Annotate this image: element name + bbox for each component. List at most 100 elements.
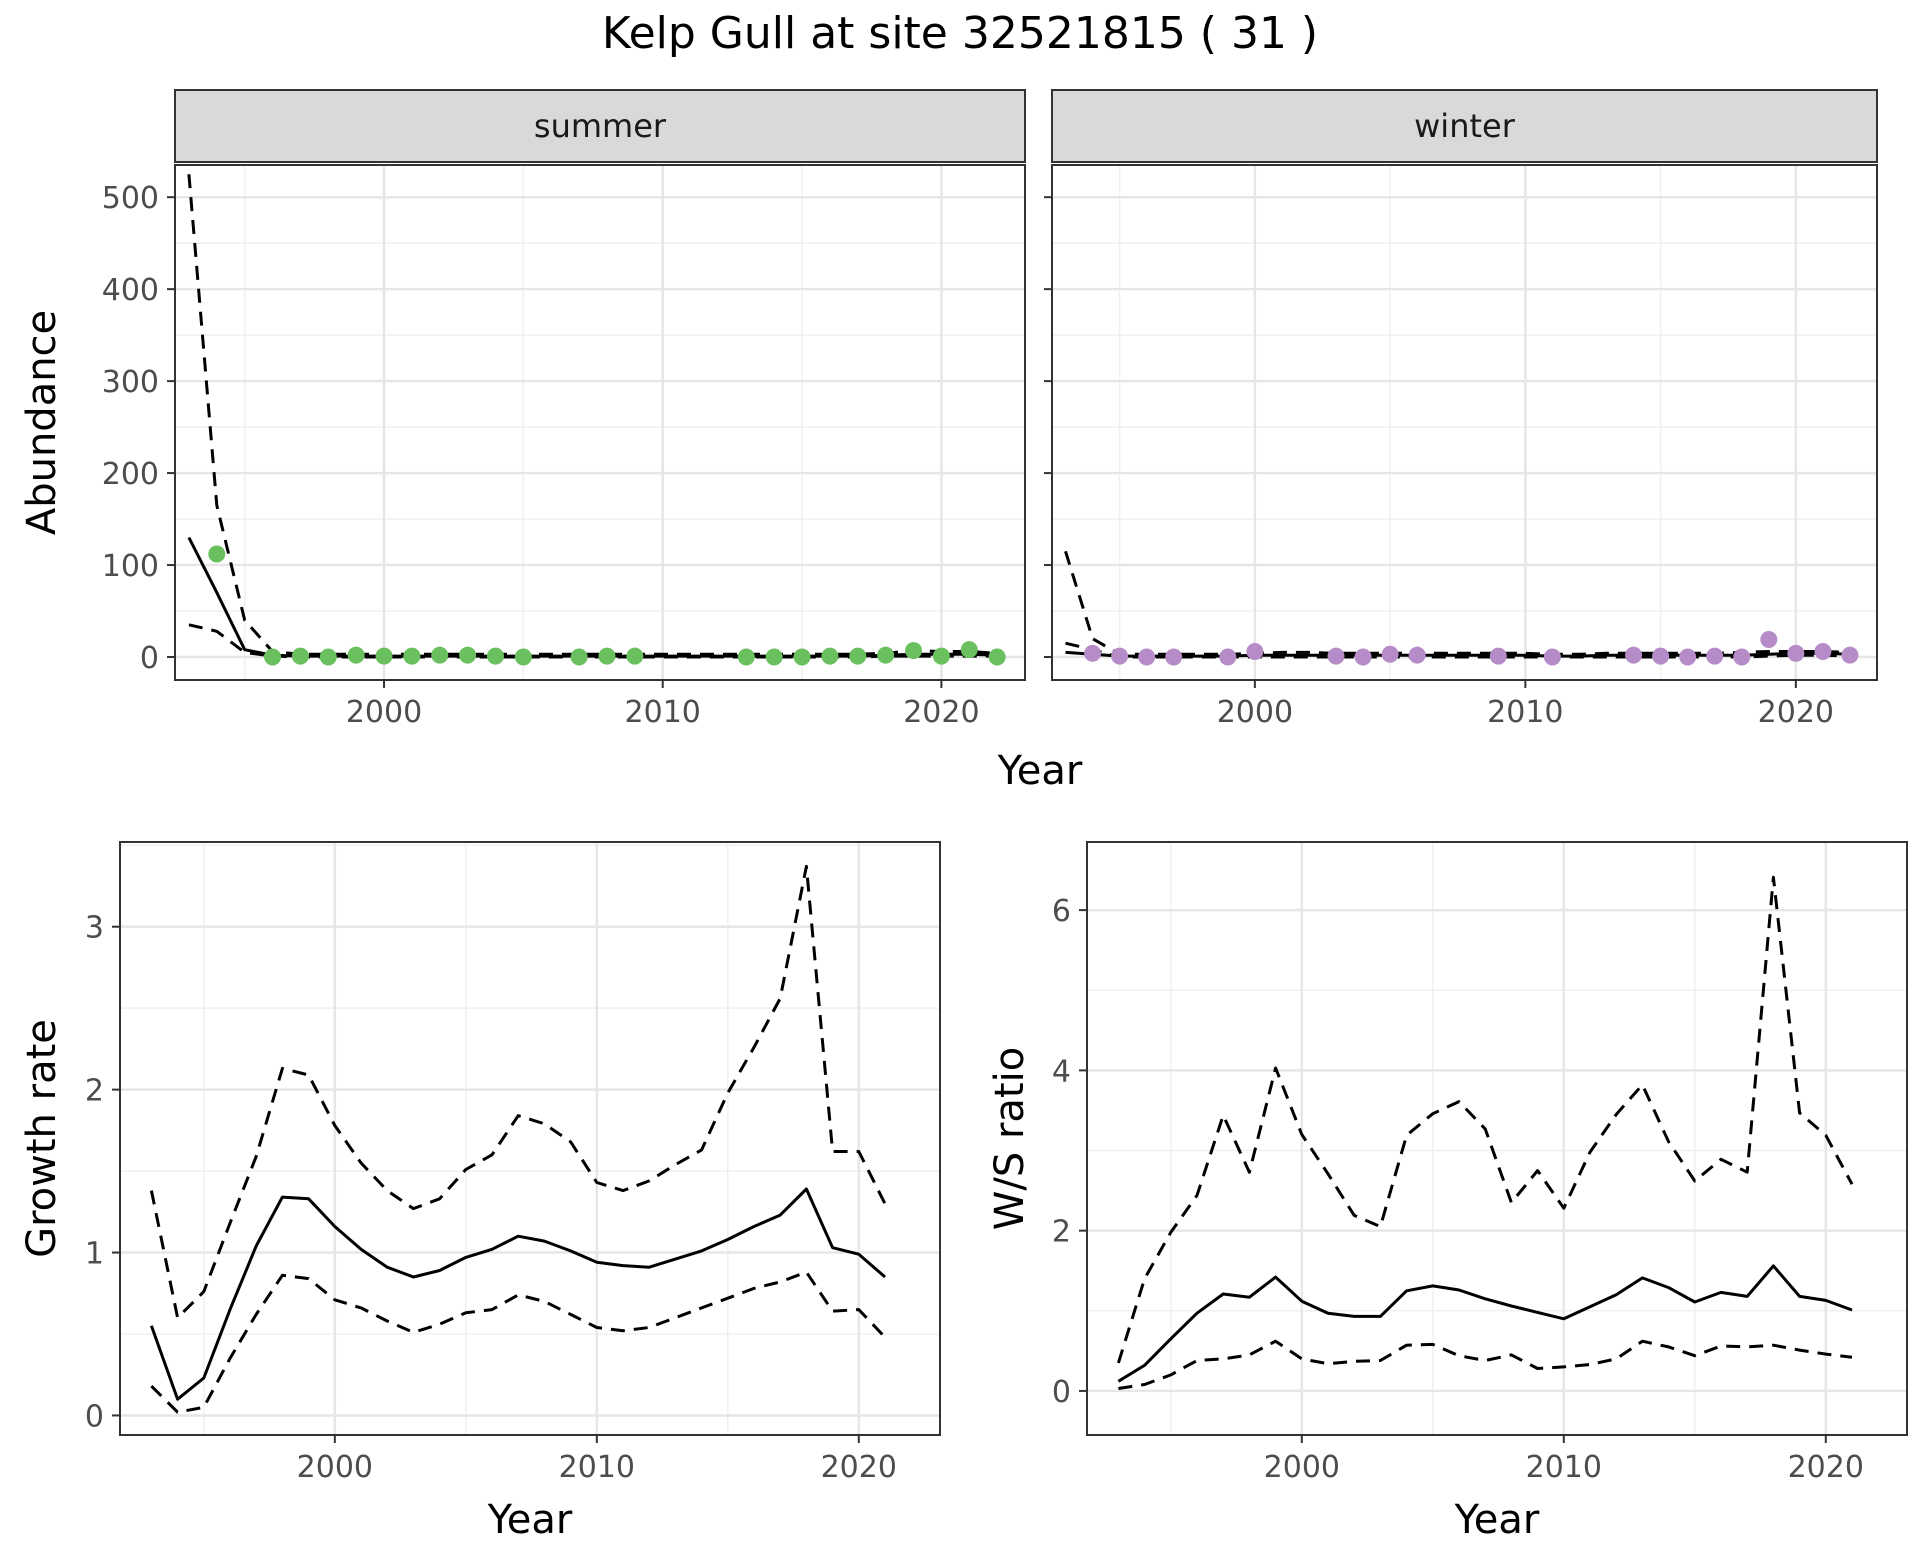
series-line-estimate <box>149 1187 886 1401</box>
y-tick-label: 2 <box>1052 1215 1071 1250</box>
data-point <box>1084 644 1102 662</box>
panel-border <box>1086 841 1908 1436</box>
y-tick-label: 6 <box>1052 894 1071 929</box>
x-axis-label: Year <box>1454 1497 1540 1543</box>
y-axis-label: Abundance <box>19 310 65 535</box>
data-point <box>486 647 504 665</box>
data-point <box>960 641 978 659</box>
facet-strip-label: winter <box>1414 107 1516 145</box>
panel-border <box>119 841 941 1436</box>
data-point <box>1489 647 1507 665</box>
series-line-upper <box>149 864 887 1320</box>
panel-ws_ratio: 2000 2010 2020 0 2 4 6 W/S ratio Year <box>987 841 1908 1543</box>
data-point <box>208 545 226 563</box>
data-point <box>514 648 532 666</box>
facet-strip <box>1051 89 1878 163</box>
y-axis-label: W/S ratio <box>987 1047 1033 1230</box>
x-tick-label: 2020 <box>821 1450 897 1485</box>
y-tick-label: 3 <box>85 911 104 946</box>
data-point <box>347 646 365 664</box>
data-point <box>821 647 839 665</box>
data-point <box>877 646 895 664</box>
x-tick-label: 2020 <box>903 695 979 730</box>
data-point <box>932 647 950 665</box>
y-tick-label: 0 <box>140 641 159 676</box>
data-point <box>264 648 282 666</box>
data-point <box>1652 647 1670 665</box>
x-tick-label: 2010 <box>559 1450 635 1485</box>
series-line-lower <box>1118 1339 1853 1390</box>
data-point <box>1219 648 1237 666</box>
data-point <box>988 648 1006 666</box>
y-tick-label: 2 <box>85 1074 104 1109</box>
x-tick-label: 2020 <box>1788 1450 1864 1485</box>
top-row-x-axis-label: Year <box>997 748 1083 794</box>
x-tick-label: 2010 <box>625 695 701 730</box>
series-line-upper <box>1116 875 1854 1364</box>
data-point <box>319 648 337 666</box>
data-point <box>375 647 393 665</box>
data-point <box>431 646 449 664</box>
y-tick-label: 100 <box>102 549 159 584</box>
y-tick-label: 400 <box>102 273 159 308</box>
data-point <box>1327 647 1345 665</box>
data-point <box>1787 644 1805 662</box>
panel-growth: 2000 2010 2020 0 1 2 3 Growth rate Year <box>19 841 941 1543</box>
y-tick-label: 200 <box>102 457 159 492</box>
data-point <box>793 648 811 666</box>
data-point <box>1408 646 1426 664</box>
y-tick-label: 500 <box>102 181 159 216</box>
data-point <box>1111 647 1129 665</box>
panel-winter: winter 2000 2010 2020 <box>1044 89 1878 730</box>
data-point <box>1543 648 1561 666</box>
facet-strip-label: summer <box>534 107 667 145</box>
chart-title: Kelp Gull at site 32521815 ( 31 ) <box>602 8 1318 59</box>
data-point <box>737 648 755 666</box>
plot-area <box>120 842 940 1435</box>
y-tick-label: 4 <box>1052 1054 1071 1089</box>
data-point <box>626 647 644 665</box>
x-tick-label: 2020 <box>1758 695 1834 730</box>
data-point <box>1679 648 1697 666</box>
x-tick-label: 2010 <box>1526 1450 1602 1485</box>
facet-strip <box>174 89 1026 163</box>
data-point <box>765 648 783 666</box>
data-point <box>459 646 477 664</box>
plot-area <box>175 165 1025 680</box>
data-point <box>1246 642 1264 660</box>
data-point <box>905 642 923 660</box>
panel-border <box>1051 164 1878 681</box>
data-point <box>1625 646 1643 664</box>
data-point <box>1381 645 1399 663</box>
data-point <box>1760 631 1778 649</box>
x-tick-label: 2000 <box>1217 695 1293 730</box>
panel-border <box>174 164 1026 681</box>
data-point <box>403 647 421 665</box>
data-point <box>1733 648 1751 666</box>
data-point <box>1814 642 1832 660</box>
x-axis-label: Year <box>487 1497 573 1543</box>
x-tick-label: 2000 <box>297 1450 373 1485</box>
data-point <box>1354 648 1372 666</box>
data-point <box>1841 646 1859 664</box>
data-point <box>570 648 588 666</box>
y-axis-label: Growth rate <box>19 1019 65 1258</box>
x-tick-label: 2010 <box>1487 695 1563 730</box>
y-tick-label: 1 <box>85 1237 104 1272</box>
data-point <box>598 647 616 665</box>
data-point <box>1165 648 1183 666</box>
plot-area <box>1052 165 1877 680</box>
data-point <box>1706 647 1724 665</box>
y-tick-label: 0 <box>85 1399 104 1434</box>
data-point <box>849 647 867 665</box>
x-tick-label: 2000 <box>346 695 422 730</box>
plot-area <box>1087 842 1907 1435</box>
series-line-estimate <box>1117 1264 1853 1383</box>
y-tick-label: 300 <box>102 365 159 400</box>
data-point <box>1138 648 1156 666</box>
y-tick-label: 0 <box>1052 1375 1071 1410</box>
x-tick-label: 2000 <box>1264 1450 1340 1485</box>
data-point <box>291 647 309 665</box>
